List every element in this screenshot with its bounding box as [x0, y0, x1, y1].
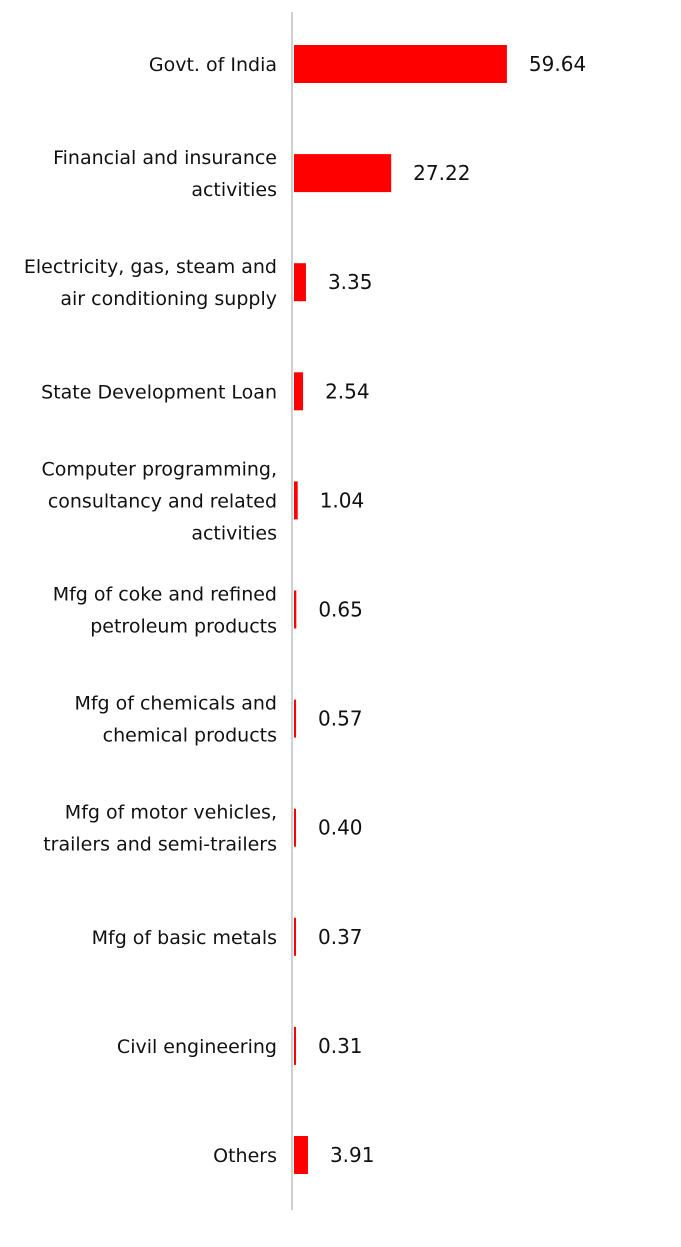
- category-label-line: trailers and semi-trailers: [43, 834, 277, 856]
- category-label-line: activities: [191, 179, 277, 201]
- value-label: 0.65: [318, 598, 363, 622]
- value-label: 0.57: [318, 707, 363, 731]
- value-label: 1.04: [320, 488, 365, 512]
- bar: [294, 699, 297, 738]
- category-label-line: air conditioning supply: [60, 288, 277, 310]
- category-label-line: Mfg of basic metals: [92, 927, 277, 949]
- category-label: Others: [213, 1145, 277, 1167]
- category-label-line: Mfg of coke and refined: [53, 584, 277, 606]
- category-label-line: consultancy and related: [48, 490, 277, 512]
- value-label: 27.22: [413, 161, 470, 185]
- category-label-line: Computer programming,: [41, 458, 277, 480]
- category-label-line: Financial and insurance: [53, 147, 277, 169]
- category-label: Computer programming, consultancy and rel…: [41, 458, 277, 544]
- category-label: State Development Loan: [41, 381, 277, 403]
- bar: [294, 372, 304, 411]
- value-labels-group: 59.64 27.22 3.35 2.54 1.04 0.65 0.57 0.40 0.37 0.…: [318, 52, 586, 1167]
- value-label: 59.64: [529, 52, 586, 76]
- category-label: Mfg of chemicals and chemical products: [74, 693, 277, 747]
- category-label: Financial and insurance activities: [53, 147, 277, 201]
- category-label: Civil engineering: [117, 1036, 277, 1058]
- value-label: 3.35: [328, 270, 373, 294]
- bar: [294, 1136, 308, 1174]
- category-label-line: Govt. of India: [149, 54, 277, 76]
- category-label-line: Electricity, gas, steam and: [24, 256, 277, 278]
- category-label: Mfg of basic metals: [92, 927, 277, 949]
- category-label-line: State Development Loan: [41, 381, 277, 403]
- category-label-line: petroleum products: [90, 616, 277, 638]
- category-label: Govt. of India: [149, 54, 277, 76]
- category-label-line: Civil engineering: [117, 1036, 277, 1058]
- bar: [294, 590, 297, 629]
- value-label: 0.40: [318, 816, 363, 840]
- bar: [294, 481, 298, 520]
- category-label-line: activities: [191, 522, 277, 544]
- category-label-line: Mfg of motor vehicles,: [65, 802, 277, 824]
- value-label: 3.91: [330, 1143, 375, 1167]
- bar: [294, 917, 296, 956]
- bar: [294, 1026, 296, 1065]
- category-labels-group: Govt. of India Financial and insurance act…: [24, 54, 277, 1167]
- value-label: 0.31: [318, 1034, 363, 1058]
- bars-group: [294, 45, 507, 1174]
- category-label-line: Mfg of chemicals and: [74, 693, 277, 715]
- category-label-line: chemical products: [103, 725, 277, 747]
- value-label: 0.37: [318, 925, 363, 949]
- bar: [294, 154, 392, 193]
- bar: [294, 45, 507, 83]
- category-label: Electricity, gas, steam and air condition…: [24, 256, 277, 310]
- bar: [294, 808, 296, 847]
- bar: [294, 263, 306, 302]
- category-label: Mfg of motor vehicles, trailers and semi-…: [43, 802, 277, 856]
- value-label: 2.54: [325, 379, 370, 403]
- category-label: Mfg of coke and refined petroleum product…: [53, 584, 277, 638]
- category-label-line: Others: [213, 1145, 277, 1167]
